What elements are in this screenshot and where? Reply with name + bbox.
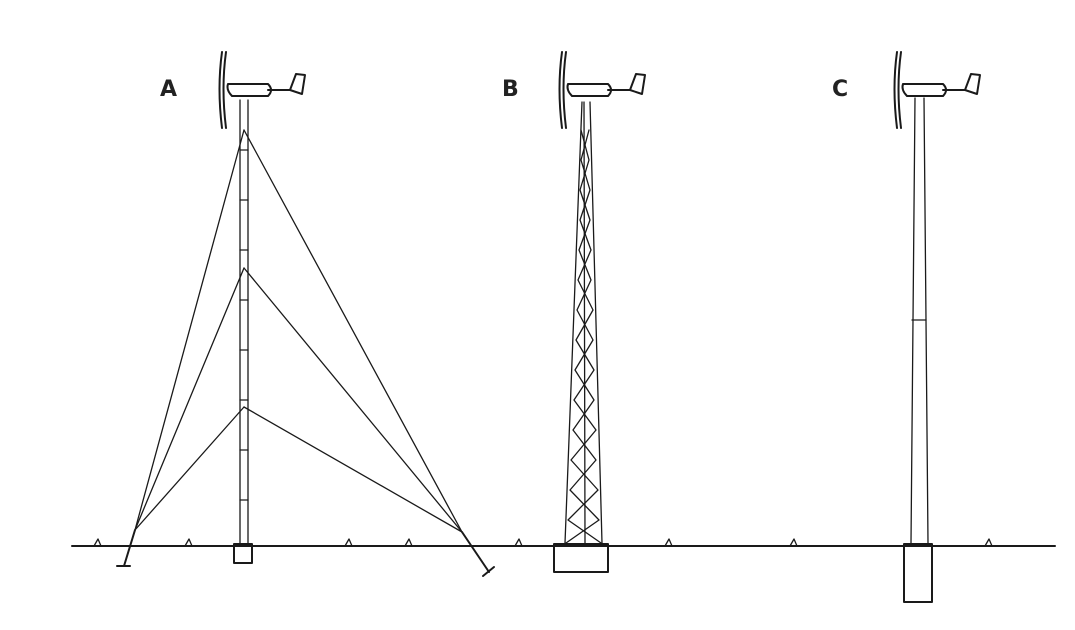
- tower-b-lattice: B: [502, 51, 646, 573]
- grass-tufts: [93, 538, 993, 547]
- tower-a-anchor-right: [461, 531, 495, 577]
- tower-c-turbine: [893, 51, 981, 129]
- tower-a-guyed: A: [116, 51, 495, 577]
- tower-b-footing: [553, 543, 609, 573]
- tower-a-mast: [239, 99, 249, 544]
- tower-c-footing: [903, 543, 933, 603]
- tower-a-anchor-left: [116, 529, 136, 567]
- tower-a-footing: [233, 543, 253, 564]
- tower-b-bracing: [565, 129, 602, 544]
- tower-b-turbine: [558, 51, 646, 129]
- tower-a-guy-wires: [134, 129, 463, 533]
- tower-b-label: B: [502, 77, 519, 102]
- tower-c-monopole: C: [832, 51, 981, 603]
- tower-a-label: A: [160, 77, 177, 102]
- tower-c-label: C: [832, 77, 848, 102]
- tower-c-pole: [910, 97, 929, 544]
- ground: [71, 538, 1056, 547]
- tower-a-turbine: [218, 51, 306, 129]
